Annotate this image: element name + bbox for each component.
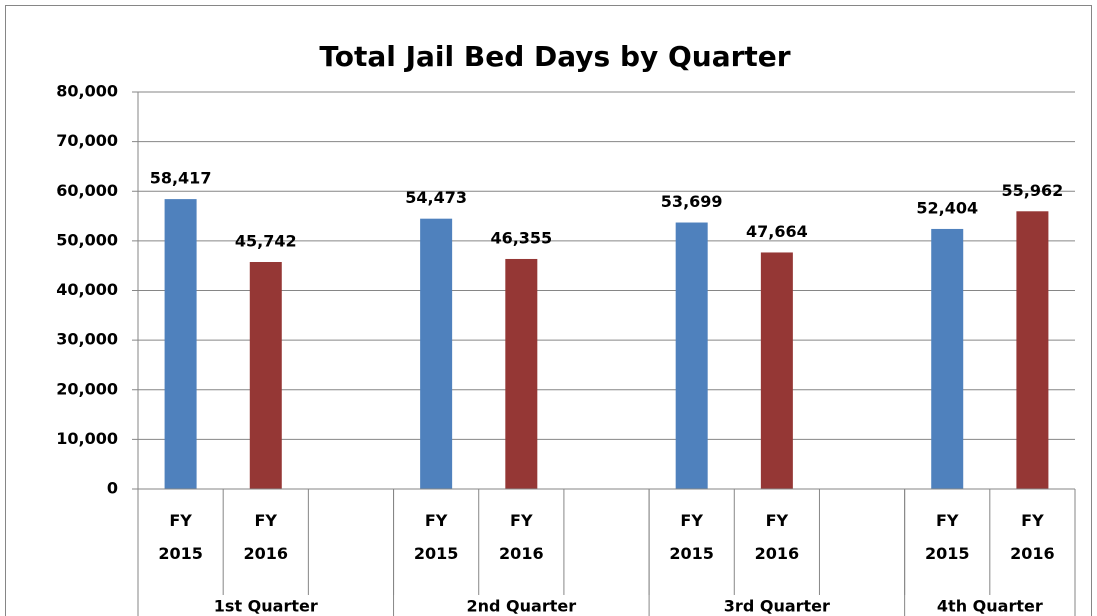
x-tick-label: FY 2016 — [243, 511, 289, 563]
data-label: 53,699 — [661, 192, 723, 211]
bar — [1016, 211, 1049, 489]
data-label: 55,962 — [1002, 181, 1064, 200]
x-tick-label: FY 2015 — [158, 511, 203, 563]
group-label: 3rd Quarter — [724, 597, 830, 616]
bar — [249, 262, 282, 489]
bar — [164, 199, 197, 489]
y-tick-label: 40,000 — [56, 280, 118, 299]
bar — [931, 228, 964, 490]
data-label: 52,404 — [916, 198, 978, 217]
y-tick-label: 50,000 — [56, 230, 118, 249]
data-label: 58,417 — [150, 169, 212, 188]
x-tick-label: FY 2016 — [754, 511, 800, 563]
data-label: 45,742 — [235, 232, 297, 251]
bar — [420, 218, 453, 489]
group-label: 4th Quarter — [937, 597, 1043, 616]
data-label: 47,664 — [746, 222, 808, 241]
group-label: 2nd Quarter — [467, 597, 577, 616]
y-tick-label: 60,000 — [56, 181, 118, 200]
x-tick-label: FY 2016 — [1010, 511, 1055, 563]
x-tick-label: FY 2015 — [413, 511, 459, 563]
x-tick-label: FY 2016 — [499, 511, 544, 563]
x-tick-label: FY 2015 — [924, 511, 970, 563]
bar — [760, 252, 793, 489]
group-label: 1st Quarter — [214, 597, 318, 616]
y-tick-label: 80,000 — [56, 82, 118, 101]
y-tick-label: 70,000 — [56, 131, 118, 150]
bar — [505, 258, 538, 489]
y-tick-label: 10,000 — [56, 429, 118, 448]
data-label: 46,355 — [490, 228, 552, 247]
y-tick-label: 20,000 — [56, 379, 118, 398]
x-tick-label: FY 2015 — [669, 511, 714, 563]
data-label: 54,473 — [405, 188, 467, 207]
y-tick-label: 0 — [107, 479, 118, 498]
bar — [675, 222, 708, 489]
chart-title: Total Jail Bed Days by Quarter — [319, 40, 790, 73]
y-tick-label: 30,000 — [56, 330, 118, 349]
